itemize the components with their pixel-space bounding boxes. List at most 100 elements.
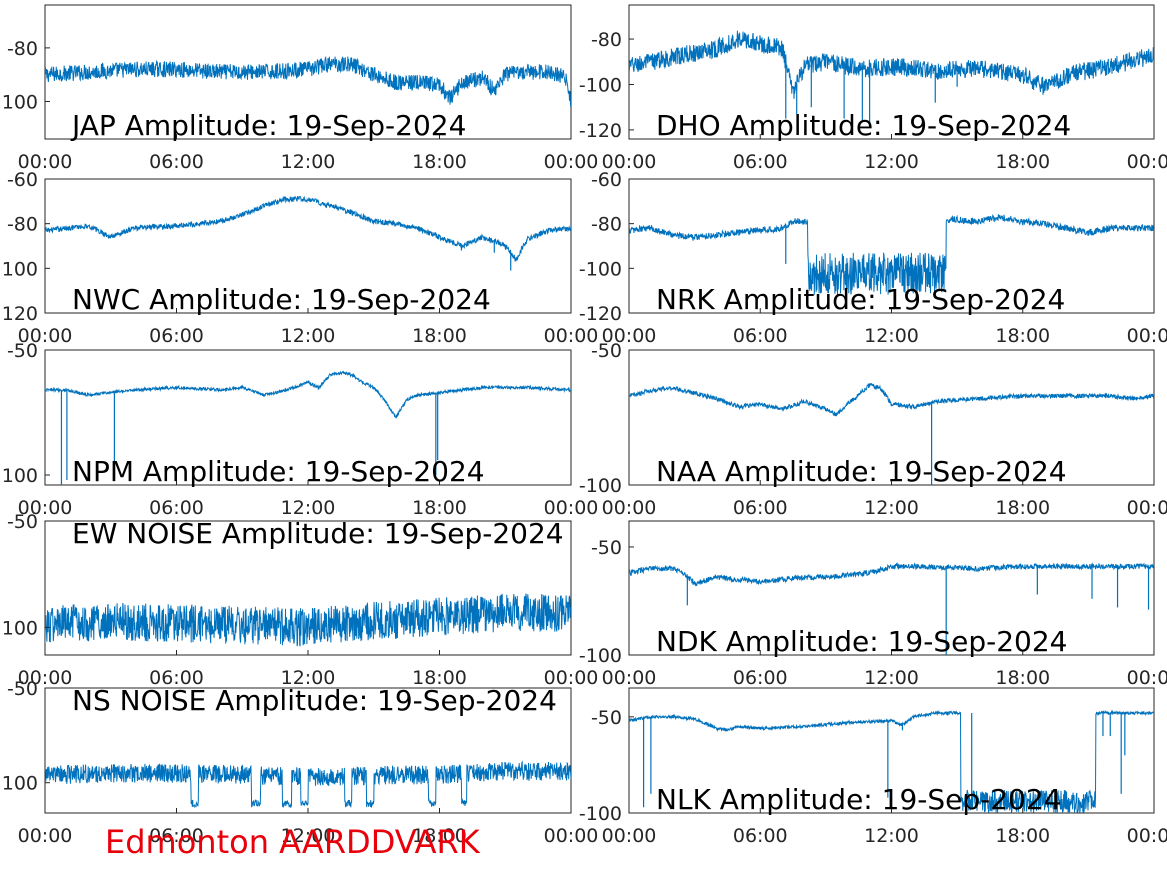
series-line [629,30,1154,99]
y-tick-label: -80 [591,214,622,236]
x-tick-label: 12:00 [864,667,919,689]
series-line [629,213,1154,296]
y-tick-label: 100 [2,258,38,280]
x-tick-label: 12:00 [281,151,336,173]
series-line [629,382,1154,417]
y-tick-label: 100 [2,773,38,795]
chart-title: NDK Amplitude: 19-Sep-2024 [656,625,1067,658]
x-tick-label: 06:00 [733,151,788,173]
x-tick-label: 12:00 [864,325,919,347]
x-tick-label: 12:00 [864,825,919,847]
y-tick-label: -80 [7,38,38,60]
y-tick-label: -50 [591,707,622,729]
y-tick-label: -50 [7,678,38,700]
x-tick-label: 06:00 [149,497,204,519]
x-tick-label: 00:00 [602,667,657,689]
y-tick-label: -50 [7,340,38,362]
chart-panel: -50 100 00:00 06:00 12:00 18:00 00:00 EW NOISE … [2,511,599,689]
x-tick-label: 18:00 [995,825,1050,847]
chart-panel: -50 100 00:00 06:00 12:00 18:00 00:00 NS NOISE … [2,678,599,847]
x-tick-label: 06:00 [149,667,204,689]
x-tick-label: 12:00 [281,325,336,347]
y-tick-label: -60 [7,169,38,191]
x-tick-label: 06:00 [149,825,204,847]
x-tick-label: 18:00 [995,497,1050,519]
x-tick-label: 00:00 [1127,667,1167,689]
y-tick-label: 100 [2,91,38,113]
y-tick-label: -120 [579,120,622,142]
x-tick-label: 06:00 [733,325,788,347]
y-tick-label: -80 [7,214,38,236]
y-tick-label: -100 [579,74,622,96]
y-tick-label: -50 [591,340,622,362]
chart-panel: -80 -100 -120 00:00 06:00 12:00 18:00 00:00 DHO … [579,4,1167,173]
x-tick-label: 00:00 [544,325,599,347]
y-tick-label: -60 [591,169,622,191]
y-tick-label: -80 [591,29,622,51]
series-line [45,55,571,107]
y-tick-label: -100 [579,645,622,667]
chart-title: JAP Amplitude: 19-Sep-2024 [70,109,466,142]
y-tick-label: -50 [7,511,38,533]
series-line [629,709,1154,813]
x-tick-label: 00:00 [544,497,599,519]
x-tick-label: 00:00 [18,667,73,689]
x-tick-label: 00:00 [18,325,73,347]
series-line [45,370,571,419]
y-tick-label: -50 [591,537,622,559]
x-tick-label: 00:00 [602,825,657,847]
x-tick-label: 00:00 [18,151,73,173]
y-tick-label: -100 [579,258,622,280]
chart-panel: -80 100 00:00 06:00 12:00 18:00 00:00 JAP Ampli… [2,4,599,173]
chart-title: NWC Amplitude: 19-Sep-2024 [72,283,491,316]
series-line [629,562,1154,587]
y-tick-label: 100 [2,617,38,639]
x-tick-label: 00:00 [544,151,599,173]
x-tick-label: 18:00 [412,497,467,519]
y-tick-label: -120 [579,303,622,325]
x-tick-label: 00:00 [544,825,599,847]
x-tick-label: 12:00 [281,497,336,519]
x-tick-label: 00:00 [602,151,657,173]
x-tick-label: 18:00 [412,667,467,689]
series-line [45,593,571,647]
chart-title: NPM Amplitude: 19-Sep-2024 [72,455,485,488]
chart-title: NAA Amplitude: 19-Sep-2024 [656,455,1067,488]
x-tick-label: 06:00 [733,825,788,847]
x-tick-label: 18:00 [412,325,467,347]
x-tick-label: 00:00 [1127,825,1167,847]
x-tick-label: 12:00 [864,497,919,519]
x-tick-label: 00:00 [18,497,73,519]
chart-title: NRK Amplitude: 19-Sep-2024 [656,283,1065,316]
y-tick-label: -100 [579,803,622,825]
x-tick-label: 12:00 [281,825,336,847]
y-tick-label: 120 [2,303,38,325]
chart-title: NLK Amplitude: 19-Sep-2024 [656,783,1062,816]
chart-title: EW NOISE Amplitude: 19-Sep-2024 [72,517,564,550]
x-tick-label: 18:00 [995,325,1050,347]
series-line [45,195,571,262]
x-tick-label: 00:00 [1127,151,1167,173]
x-tick-label: 18:00 [412,825,467,847]
chart-panel: -60-80-100-12000:0006:0012:0018:0000:00N… [579,169,1167,347]
chart-title: NS NOISE Amplitude: 19-Sep-2024 [72,684,557,717]
x-tick-label: 18:00 [995,667,1050,689]
x-tick-label: 00:00 [18,825,73,847]
x-tick-label: 12:00 [864,151,919,173]
y-tick-label: 100 [2,465,38,487]
series-line [45,760,571,809]
x-tick-label: 18:00 [412,151,467,173]
chart-title: DHO Amplitude: 19-Sep-2024 [656,109,1071,142]
chart-panel: -50 100 00:00 06:00 12:00 18:00 00:00 NPM Ampli… [2,340,599,519]
station-label: Edmonton AARDDVARK [105,823,481,861]
x-tick-label: 06:00 [733,667,788,689]
x-tick-label: 00:00 [602,325,657,347]
x-tick-label: 06:00 [149,151,204,173]
y-tick-label: -100 [579,475,622,497]
x-tick-label: 06:00 [149,325,204,347]
